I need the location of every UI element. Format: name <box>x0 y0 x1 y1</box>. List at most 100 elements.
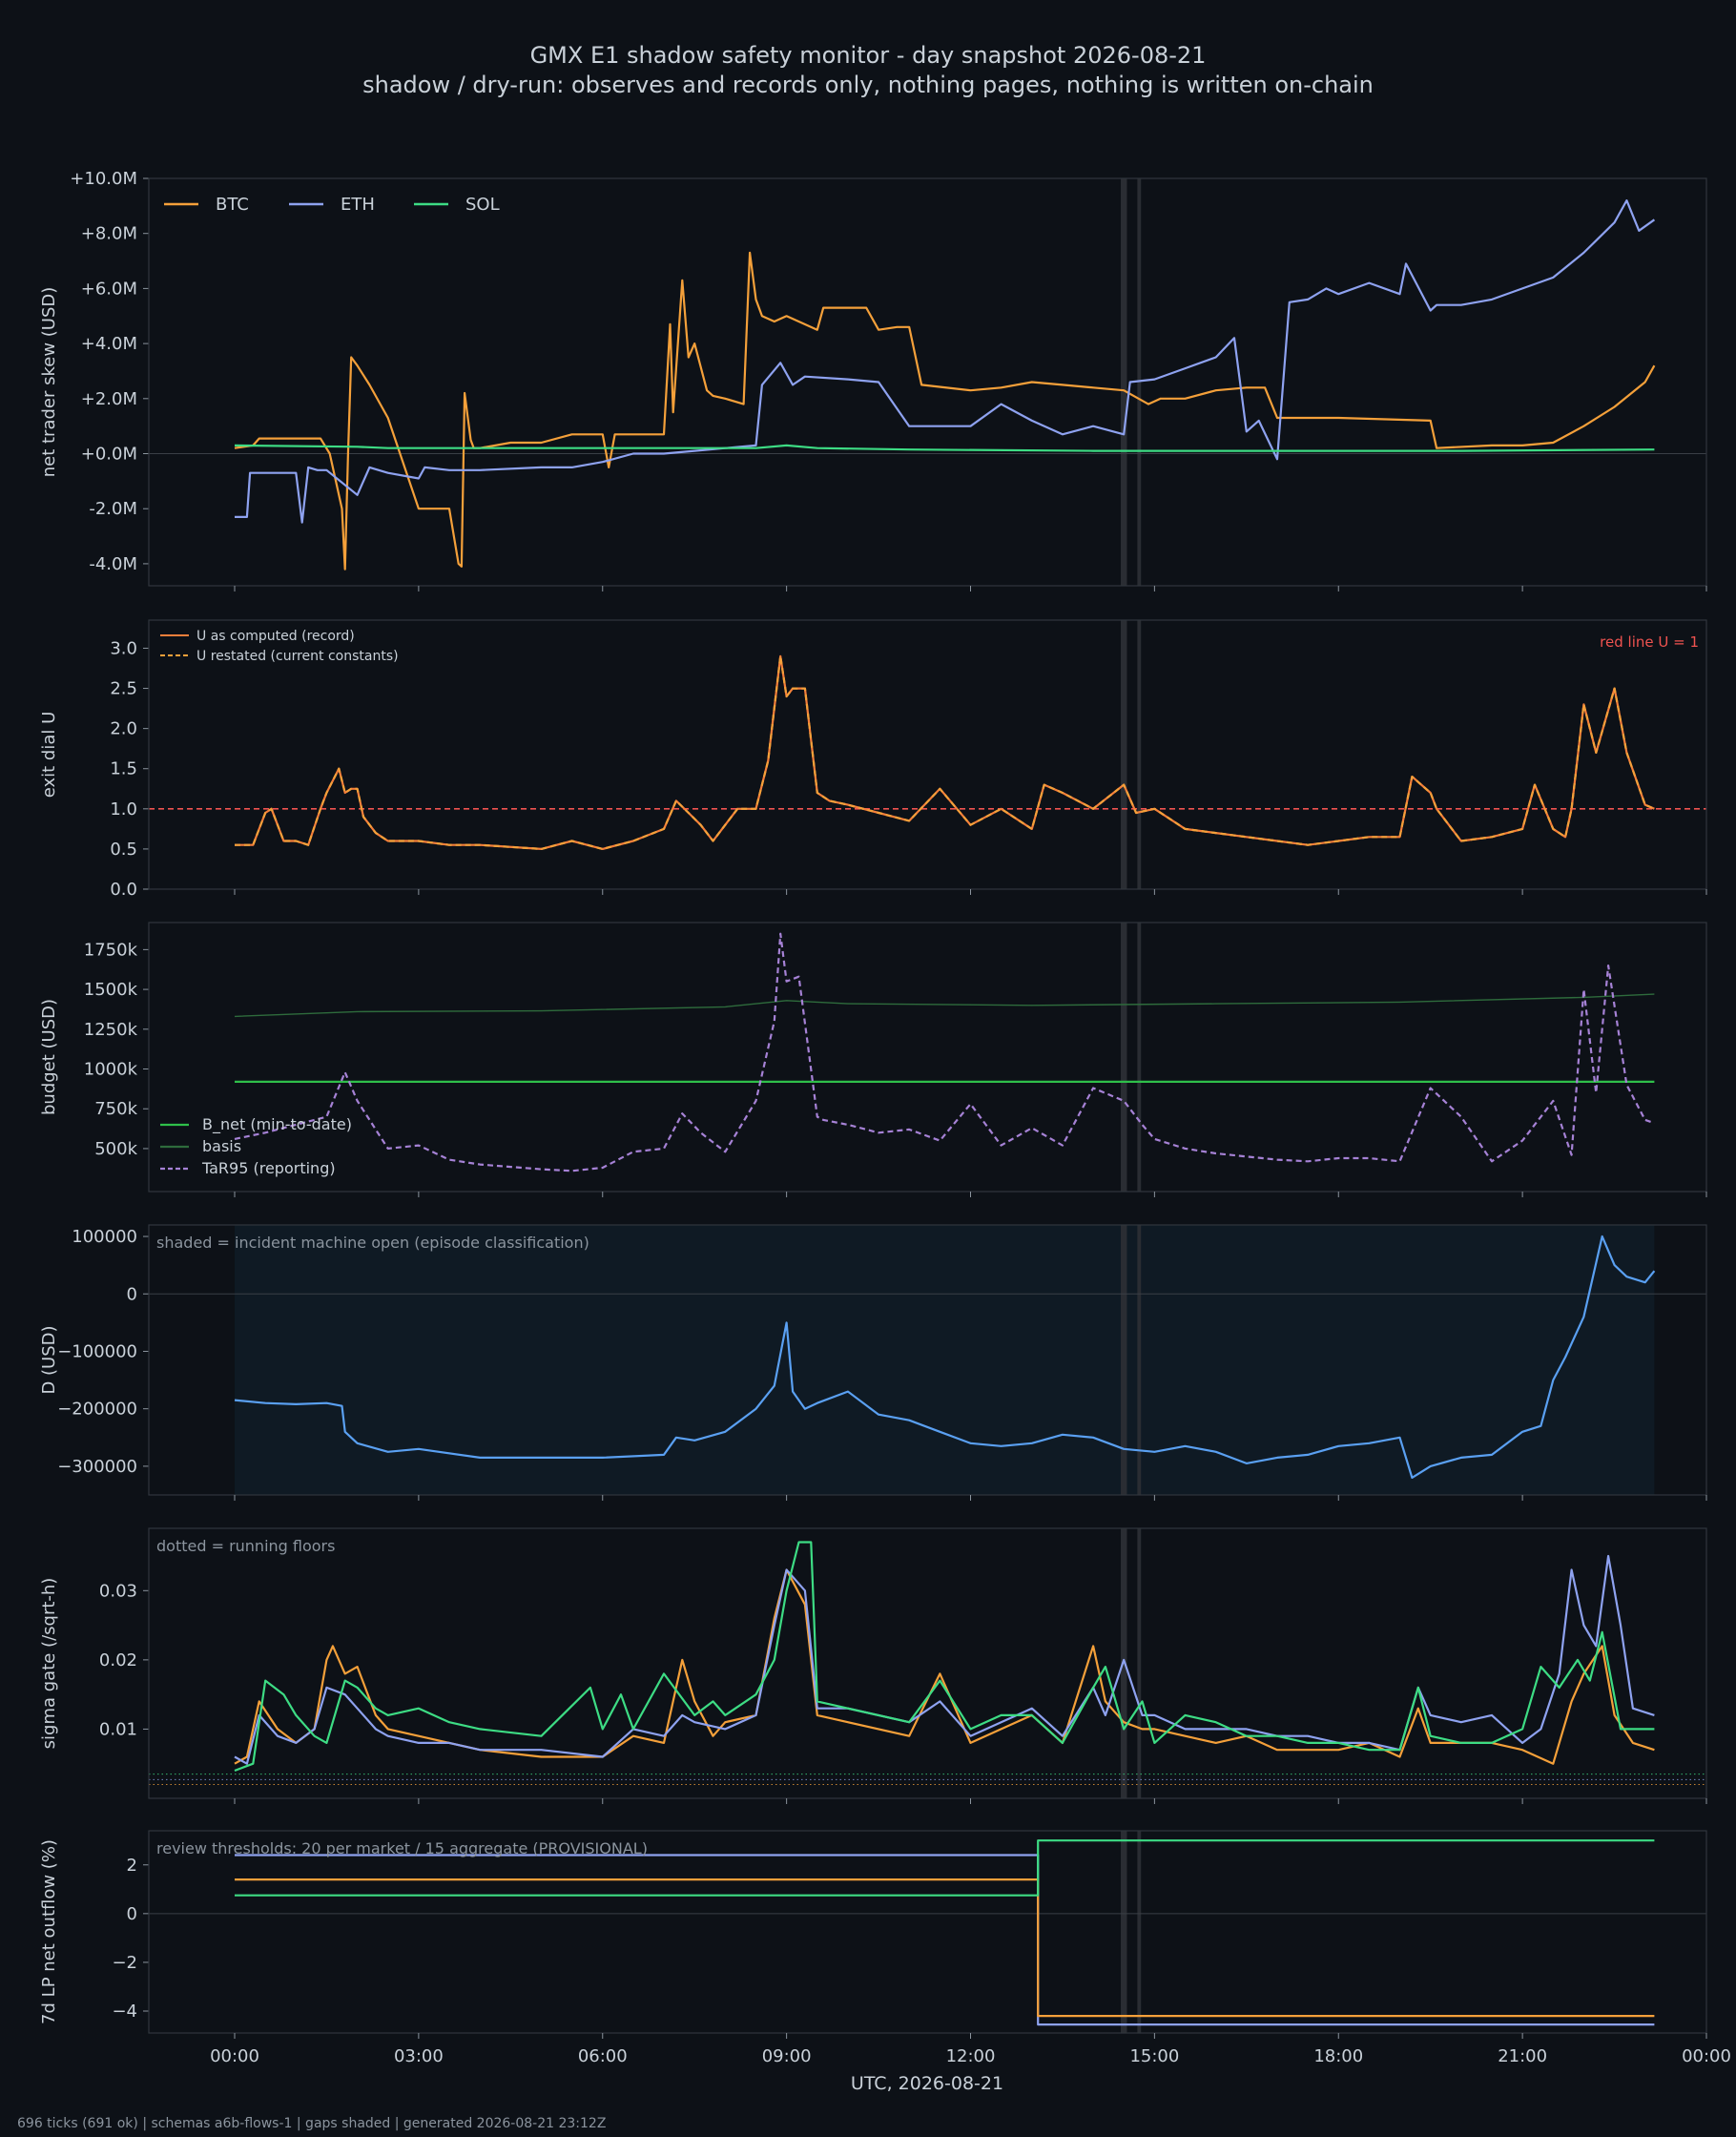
x-tick-label: 00:00 <box>1682 2046 1731 2066</box>
panel-annotation: shaded = incident machine open (episode … <box>156 1234 589 1252</box>
y-tick-label: 1.0 <box>110 799 137 820</box>
gap-shade <box>1121 620 1127 889</box>
panel-background <box>149 178 1706 586</box>
chart-panel-5: 0.01 0.02 0.03 sigma gate (/sqrt-h) dotted =… <box>39 1527 1707 1804</box>
legend-label: SOL <box>465 195 500 215</box>
y-tick-label: +6.0M <box>81 279 137 299</box>
x-tick-label: 03:00 <box>394 2046 444 2066</box>
panel-border <box>148 619 1707 890</box>
chart-panel-6: −4 −2 0 2 7d LP net outflow (%) review thresh… <box>39 1830 1707 2039</box>
y-axis-label: exit dial U <box>39 712 59 799</box>
figure-title: GMX E1 shadow safety monitor - day snaps… <box>530 42 1207 69</box>
x-axis: 00:00 03:00 06:00 09:00 12:00 15:00 18:00 21:00… <box>210 2046 1731 2066</box>
series-line <box>234 1234 1656 1480</box>
series-line <box>234 1541 1655 1773</box>
gap-shade <box>1137 923 1142 1192</box>
panel-border <box>148 1830 1707 2034</box>
y-axis-label: net trader skew (USD) <box>39 287 59 478</box>
panel-border <box>148 177 1707 587</box>
chart-panels: -4.0M -2.0M +0.0M +2.0M +4.0M +6.0M +8.0M +10.0… <box>39 169 1707 2039</box>
y-axis-label: 7d LP net outflow (%) <box>39 1839 59 2024</box>
gap-shade <box>1121 1528 1127 1798</box>
y-axis-label: budget (USD) <box>39 999 59 1115</box>
y-tick-label: 1.5 <box>110 759 137 779</box>
y-tick-label: 0.03 <box>99 1581 137 1601</box>
legend-label: BTC <box>216 195 249 215</box>
y-tick-label: 1250k <box>84 1020 138 1040</box>
x-tick-label: 15:00 <box>1129 2046 1179 2066</box>
legend-label: basis <box>202 1137 241 1155</box>
y-tick-label: 0.01 <box>99 1719 137 1739</box>
y-tick-label: −2 <box>112 1953 137 1973</box>
y-tick-label: 100000 <box>72 1227 137 1247</box>
y-tick-label: 750k <box>94 1099 137 1119</box>
legend-label: B_net (min-to-date) <box>202 1115 352 1134</box>
y-tick-label: 0 <box>127 1284 137 1304</box>
y-tick-label: 3.0 <box>110 638 137 658</box>
series-line <box>234 1568 1655 1765</box>
panel-border <box>148 1527 1707 1799</box>
panel-background <box>149 620 1706 889</box>
gap-shade <box>1137 1225 1142 1495</box>
chart-panel-4: −300000 −200000 −100000 0 100000 D (USD) shade… <box>39 1224 1707 1501</box>
gap-shade <box>1121 178 1127 586</box>
x-tick-label: 00:00 <box>210 2046 259 2066</box>
series-line <box>234 1554 1655 1765</box>
series-line <box>234 932 1655 1172</box>
y-tick-label: 0.0 <box>110 880 137 900</box>
y-tick-label: 1500k <box>84 980 138 1000</box>
chart-panel-1: -4.0M -2.0M +0.0M +2.0M +4.0M +6.0M +8.0M +10.0… <box>39 169 1707 591</box>
panel-background <box>149 923 1706 1192</box>
x-tick-label: 18:00 <box>1313 2046 1363 2066</box>
panel-border <box>148 1224 1707 1496</box>
y-axis-label: D (USD) <box>39 1325 59 1394</box>
incident-shade <box>235 1225 1655 1495</box>
x-tick-label: 06:00 <box>578 2046 628 2066</box>
gap-shade <box>1121 923 1127 1192</box>
y-tick-label: +8.0M <box>81 224 137 244</box>
gap-shade <box>1137 1528 1142 1798</box>
y-tick-label: -2.0M <box>89 499 137 519</box>
y-tick-label: −100000 <box>57 1341 137 1361</box>
panel-annotation: review thresholds: 20 per market / 15 ag… <box>156 1839 648 1857</box>
series-line <box>235 654 1655 851</box>
x-tick-label: 09:00 <box>762 2046 812 2066</box>
series-line <box>234 993 1655 1018</box>
y-tick-label: 2.0 <box>110 719 137 739</box>
panel-border <box>148 922 1707 1193</box>
x-tick-label: 12:00 <box>946 2046 996 2066</box>
y-tick-label: 0.02 <box>99 1650 137 1670</box>
y-tick-label: 0.5 <box>110 840 137 860</box>
x-tick-label: 21:00 <box>1498 2046 1547 2066</box>
series-line <box>234 251 1656 571</box>
panel-background <box>149 1831 1706 2033</box>
series-line <box>234 444 1655 452</box>
legend-label: ETH <box>341 195 375 215</box>
y-tick-label: 0 <box>127 1904 137 1924</box>
y-tick-label: −300000 <box>57 1457 137 1477</box>
chart-panel-3: 500k 750k 1000k 1250k 1500k 1750k budget (USD)… <box>39 922 1707 1197</box>
y-tick-label: 2.5 <box>110 679 137 699</box>
figure-subtitle: shadow / dry-run: observes and records o… <box>362 72 1374 98</box>
panel-background <box>149 1528 1706 1798</box>
y-tick-label: 2 <box>127 1856 137 1876</box>
panel-annotation: red line U = 1 <box>1600 633 1699 651</box>
series-line <box>235 1839 1655 1897</box>
y-tick-label: −4 <box>112 2002 137 2022</box>
y-tick-label: 1750k <box>84 940 138 960</box>
x-axis-label: UTC, 2026-08-21 <box>851 2073 1003 2094</box>
y-tick-label: 1000k <box>84 1060 138 1080</box>
gap-shade <box>1137 1831 1142 2033</box>
gap-shade <box>1121 1225 1127 1495</box>
chart-panel-2: 0.0 0.5 1.0 1.5 2.0 2.5 3.0 exit dial U red line… <box>39 619 1707 900</box>
figure-footer: 696 ticks (691 ok) | schemas a6b-flows-1… <box>17 2116 606 2131</box>
legend-label: U restated (current constants) <box>196 649 399 664</box>
y-tick-label: +2.0M <box>81 389 137 409</box>
y-tick-label: +10.0M <box>70 169 137 189</box>
gap-shade <box>1137 620 1142 889</box>
y-axis-label: sigma gate (/sqrt-h) <box>39 1578 59 1750</box>
gap-shade <box>1121 1831 1127 2033</box>
y-tick-label: +0.0M <box>81 445 137 465</box>
y-tick-label: -4.0M <box>89 554 137 574</box>
